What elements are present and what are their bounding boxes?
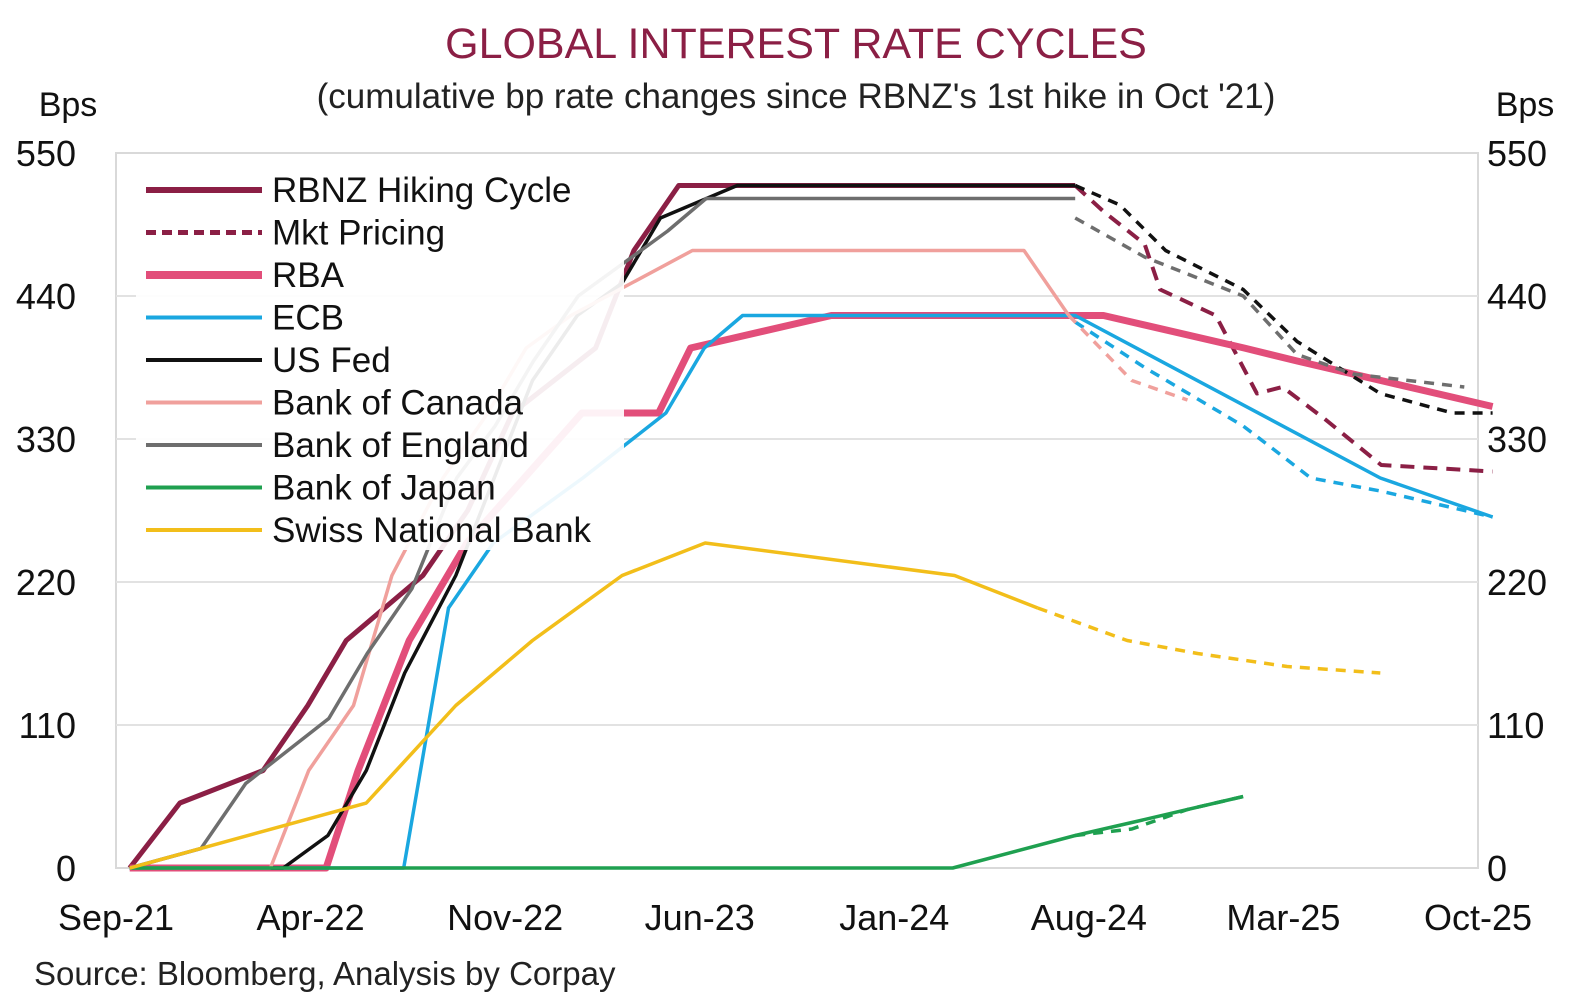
series-line-forecast — [1074, 183, 1493, 415]
source-note: Source: Bloomberg, Analysis by Corpay — [34, 955, 616, 992]
legend-label: ECB — [272, 299, 344, 338]
series-line-swiss-national-bank — [129, 541, 1039, 870]
x-tick-label: Apr-22 — [257, 897, 365, 938]
x-tick-label: Jan-24 — [839, 897, 949, 938]
chart-subtitle: (cumulative bp rate changes since RBNZ's… — [317, 77, 1276, 116]
y-tick-label-left: 0 — [56, 848, 76, 889]
y-tick-label-right: 330 — [1487, 419, 1547, 460]
y-tick-label-right: 110 — [1487, 705, 1544, 746]
x-tick-label: Nov-22 — [447, 897, 563, 938]
series-line-forecast — [1074, 216, 1465, 389]
axes: 0 0 110 110 220 220 330 330 440 440 550 550 Sep-21 Ap… — [16, 133, 1547, 938]
x-tick-label: Sep-21 — [58, 897, 174, 938]
series-line-mkt-pricing — [1073, 184, 1493, 474]
series-line-forecast — [1067, 314, 1189, 402]
legend-label: Bank of Japan — [272, 469, 496, 508]
series-line-forecast — [1075, 794, 1244, 838]
legend-label: RBA — [272, 256, 345, 295]
y-axis-label-right: Bps — [1496, 86, 1555, 124]
legend-label: Bank of England — [272, 426, 529, 465]
legend-label: Mkt Pricing — [272, 214, 445, 253]
y-tick-label-right: 220 — [1487, 562, 1547, 603]
legend-label: Swiss National Bank — [272, 511, 592, 550]
y-tick-label-right: 440 — [1487, 276, 1547, 317]
series-line-ecb — [129, 313, 1494, 870]
y-tick-label-left: 550 — [16, 133, 76, 174]
x-tick-label: Oct-25 — [1424, 897, 1532, 938]
x-tick-label: Aug-24 — [1031, 897, 1147, 938]
y-tick-label-left: 110 — [19, 705, 76, 746]
chart-title: GLOBAL INTEREST RATE CYCLES — [445, 20, 1147, 68]
legend-label: US Fed — [272, 341, 391, 380]
legend-label: RBNZ Hiking Cycle — [272, 171, 572, 210]
y-tick-label-right: 550 — [1487, 133, 1547, 174]
series-line-forecast — [1074, 320, 1493, 519]
y-tick-label-left: 220 — [16, 562, 76, 603]
x-tick-label: Jun-23 — [645, 897, 755, 938]
legend-label: Bank of Canada — [272, 384, 524, 423]
y-tick-label-right: 0 — [1487, 848, 1507, 889]
y-axis-label-left: Bps — [39, 86, 98, 124]
y-tick-label-left: 440 — [16, 276, 76, 317]
y-tick-label-left: 330 — [16, 419, 76, 460]
x-tick-label: Mar-25 — [1226, 897, 1340, 938]
series-line-forecast — [1037, 606, 1381, 675]
